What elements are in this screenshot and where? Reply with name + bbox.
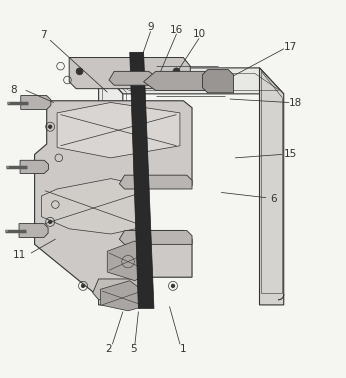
Polygon shape — [42, 179, 144, 234]
Circle shape — [171, 284, 175, 288]
Polygon shape — [119, 175, 192, 189]
Polygon shape — [19, 224, 48, 237]
Polygon shape — [69, 57, 190, 89]
Text: 15: 15 — [284, 149, 297, 160]
Circle shape — [81, 284, 85, 288]
Text: 2: 2 — [106, 344, 112, 354]
Text: 7: 7 — [40, 30, 47, 40]
Polygon shape — [20, 160, 48, 174]
Polygon shape — [35, 101, 192, 298]
Polygon shape — [144, 71, 225, 90]
Text: 11: 11 — [12, 250, 26, 260]
Polygon shape — [57, 102, 180, 158]
Polygon shape — [109, 71, 156, 85]
Text: 16: 16 — [170, 25, 183, 35]
Text: 9: 9 — [147, 22, 154, 32]
Text: 17: 17 — [284, 42, 297, 52]
Text: 18: 18 — [289, 98, 302, 107]
Text: 5: 5 — [130, 344, 137, 354]
Text: 8: 8 — [10, 85, 17, 95]
Circle shape — [48, 125, 52, 129]
Polygon shape — [260, 68, 284, 305]
Circle shape — [173, 68, 180, 75]
Polygon shape — [21, 96, 51, 109]
Polygon shape — [107, 241, 149, 281]
Polygon shape — [99, 68, 284, 94]
Polygon shape — [202, 70, 234, 93]
Polygon shape — [99, 68, 123, 305]
Text: 6: 6 — [270, 194, 277, 204]
Text: 1: 1 — [180, 344, 187, 354]
Text: 10: 10 — [192, 29, 206, 39]
Polygon shape — [119, 231, 192, 244]
Polygon shape — [100, 281, 144, 311]
Circle shape — [48, 220, 52, 224]
Circle shape — [76, 68, 83, 75]
Polygon shape — [93, 279, 152, 300]
Polygon shape — [130, 52, 154, 308]
